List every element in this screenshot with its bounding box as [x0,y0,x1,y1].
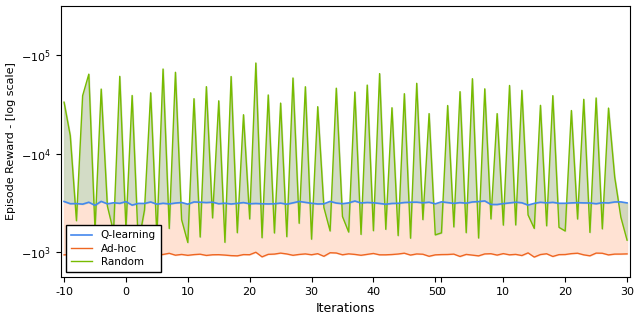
Random [512,223,520,227]
Line: Ad-hoc: Ad-hoc [64,252,627,257]
Y-axis label: Episode Reward - [log scale]: Episode Reward - [log scale] [6,62,15,220]
Ad-hoc [543,252,550,256]
Ad-hoc [531,255,538,259]
Ad-hoc [623,252,631,256]
Random [543,224,550,228]
Q-learning [487,203,495,206]
Ad-hoc [512,252,520,256]
Random [60,100,68,104]
X-axis label: Iterations: Iterations [316,302,375,316]
Random [518,88,525,92]
Legend: Q-learning, Ad-hoc, Random: Q-learning, Ad-hoc, Random [66,225,161,272]
Ad-hoc [518,254,525,257]
Q-learning [543,201,550,205]
Q-learning [518,201,525,205]
Q-learning [481,199,488,203]
Line: Q-learning: Q-learning [64,201,627,205]
Ad-hoc [506,253,513,257]
Random [134,242,142,246]
Ad-hoc [60,253,68,257]
Random [487,217,495,221]
Q-learning [401,201,408,204]
Ad-hoc [401,251,408,255]
Ad-hoc [481,252,488,256]
Random [623,238,631,242]
Q-learning [60,200,68,204]
Q-learning [512,200,520,204]
Q-learning [91,204,99,207]
Q-learning [623,201,631,205]
Random [524,213,532,217]
Q-learning [524,203,532,207]
Ad-hoc [128,250,136,254]
Random [406,236,414,240]
Line: Random: Random [64,63,627,244]
Random [252,61,260,65]
